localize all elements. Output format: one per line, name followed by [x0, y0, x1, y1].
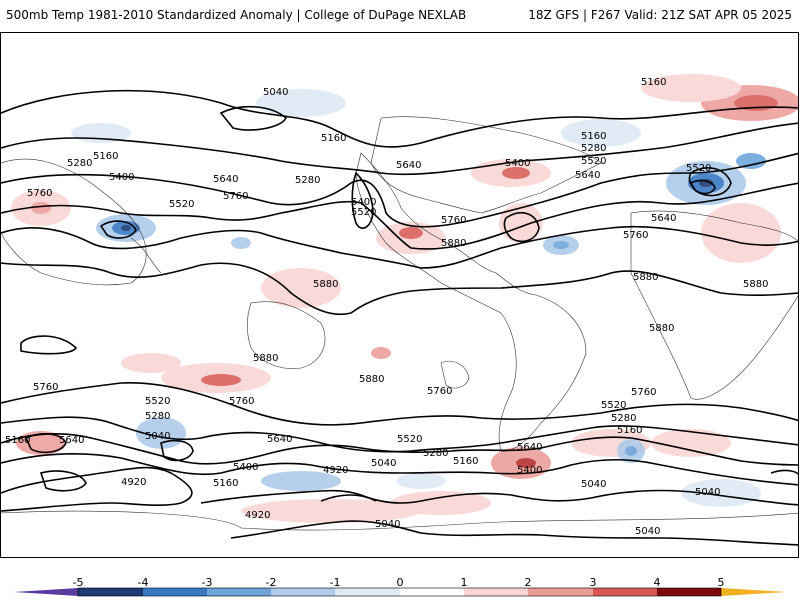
colorbar-tick: -3: [201, 576, 213, 589]
contour-label: 5160: [93, 151, 118, 162]
contour-label: 5760: [33, 382, 58, 393]
anomaly-colorbar: -5 -4 -3 -2 -1 0 1 2 3 4 5: [0, 560, 800, 600]
contour-label: 5160: [617, 425, 642, 436]
colorbar-tick: 1: [460, 576, 468, 589]
contour-label: 5520: [397, 434, 422, 445]
contour-label: 5160: [5, 435, 30, 446]
contour-label: 5400: [505, 158, 530, 169]
colorbar-tick: 3: [589, 576, 597, 589]
anomaly-map: 5040 5160 5160 5160 5160 5280 5280 5280 …: [1, 74, 798, 546]
colorbar-tick: -4: [137, 576, 149, 589]
colorbar-tick: -5: [72, 576, 84, 589]
contour-label: 5640: [267, 434, 292, 445]
contour-label: 5280: [581, 143, 606, 154]
contour-label: 5160: [213, 478, 238, 489]
contour-label: 5160: [581, 131, 606, 142]
map-title: 500mb Temp 1981-2010 Standardized Anomal…: [6, 8, 467, 22]
contour-label: 5280: [67, 158, 92, 169]
contour-label: 5640: [213, 174, 238, 185]
contour-label: 5880: [441, 238, 466, 249]
contour-label: 5760: [27, 188, 52, 199]
contour-label: 5160: [321, 133, 346, 144]
contour-label: 5520: [601, 400, 626, 411]
contour-label: 5520: [581, 156, 606, 167]
header: 500mb Temp 1981-2010 Standardized Anomal…: [0, 0, 800, 32]
contour-label: 5760: [427, 386, 452, 397]
contour-label: 5280: [145, 411, 170, 422]
contour-label: 4920: [323, 465, 348, 476]
contour-label: 5280: [295, 175, 320, 186]
contour-label: 5760: [623, 230, 648, 241]
colorbar-tick: 4: [653, 576, 661, 589]
run-info: 18Z GFS | F267 Valid: 21Z SAT APR 05 202…: [528, 8, 792, 22]
colorbar-tick: -2: [265, 576, 277, 589]
contour-label: 5400: [109, 172, 134, 183]
contour-label: 5640: [396, 160, 421, 171]
height-contours: [1, 89, 798, 546]
contour-label: 5040: [695, 487, 720, 498]
colorbar-tick: -1: [329, 576, 341, 589]
contour-label: 4920: [121, 477, 146, 488]
map-panel[interactable]: 5040 5160 5160 5160 5160 5280 5280 5280 …: [0, 32, 799, 558]
contour-label: 5280: [423, 448, 448, 459]
contour-label: 5640: [651, 213, 676, 224]
contour-label: 5760: [223, 191, 248, 202]
contour-label: 5760: [631, 387, 656, 398]
contour-label: 5880: [359, 374, 384, 385]
contour-label: 5040: [581, 479, 606, 490]
contour-label: 5400: [351, 197, 376, 208]
contour-label: 5880: [633, 272, 658, 283]
contour-label: 5640: [517, 442, 542, 453]
contour-label: 5160: [641, 77, 666, 88]
contour-label: 5760: [441, 215, 466, 226]
contour-label: 5040: [145, 431, 170, 442]
contour-label: 5280: [611, 413, 636, 424]
contour-label: 4920: [245, 510, 270, 521]
contour-labels: 5040 5160 5160 5160 5160 5280 5280 5280 …: [5, 77, 768, 537]
contour-label: 5040: [263, 87, 288, 98]
contour-label: 5760: [229, 396, 254, 407]
contour-label: 5400: [233, 462, 258, 473]
contour-label: 5520: [351, 207, 376, 218]
colorbar-tick: 2: [524, 576, 532, 589]
contour-label: 5880: [743, 279, 768, 290]
contour-label: 5640: [575, 170, 600, 181]
contour-label: 5520: [145, 396, 170, 407]
contour-label: 5400: [517, 465, 542, 476]
contour-label: 5880: [649, 323, 674, 334]
colorbar-tick: 0: [396, 576, 404, 589]
contour-label: 5040: [371, 458, 396, 469]
contour-label: 5520: [686, 163, 711, 174]
contour-label: 5880: [313, 279, 338, 290]
colorbar-tick: 5: [717, 576, 725, 589]
contour-label: 5040: [635, 526, 660, 537]
colorbar-scale: [14, 587, 786, 597]
contour-label: 5880: [253, 353, 278, 364]
coastlines: [1, 116, 798, 531]
contour-label: 5160: [453, 456, 478, 467]
contour-label: 5040: [375, 519, 400, 530]
cold-anomaly-shading: [71, 89, 766, 507]
warm-anomaly-shading: [11, 74, 798, 523]
contour-label: 5640: [59, 435, 84, 446]
contour-label: 5520: [169, 199, 194, 210]
